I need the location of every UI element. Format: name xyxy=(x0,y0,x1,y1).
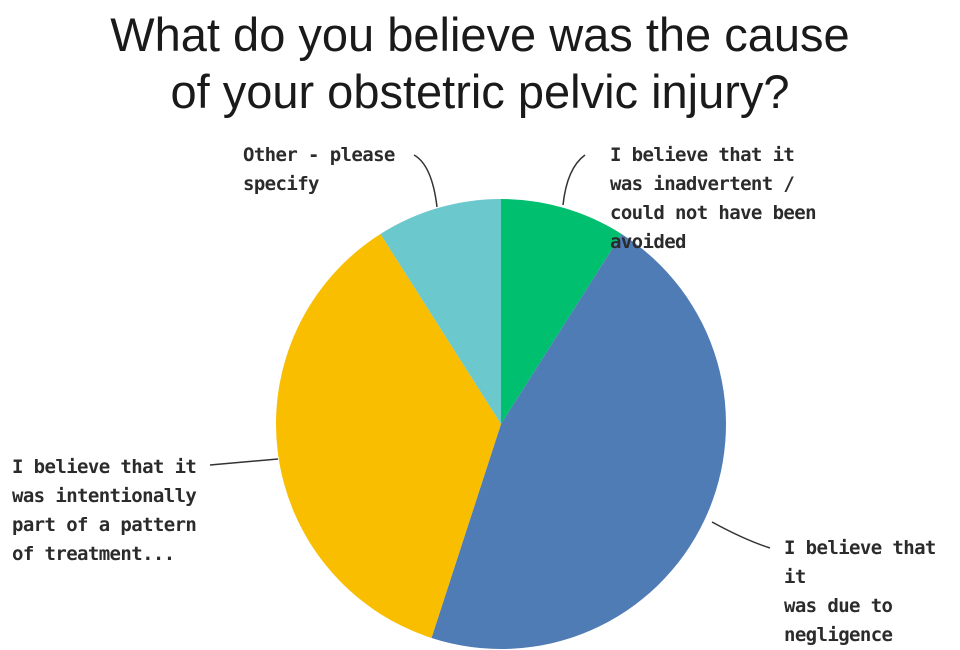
slice-negligence xyxy=(431,234,726,650)
chart-title: What do you believe was the cause of you… xyxy=(0,6,960,120)
label-other: Other - please specify xyxy=(243,144,395,195)
slice-intentional xyxy=(276,234,501,638)
leader-other xyxy=(413,154,438,208)
slice-other xyxy=(380,199,501,424)
label-inadvertent: I believe that it was inadvertent / coul… xyxy=(610,144,817,253)
leader-intentional xyxy=(209,458,279,466)
chart-title-line-1: What do you believe was the cause xyxy=(110,8,850,61)
leader-lines xyxy=(209,154,771,549)
leader-inadvertent xyxy=(562,154,586,206)
label-intentional: I believe that it was intentionally part… xyxy=(12,456,197,565)
pie-slices xyxy=(276,199,726,650)
label-negligence: I believe that it was due to negligence xyxy=(784,537,936,646)
slice-inadvertent xyxy=(501,199,622,424)
chart-title-line-2: of your obstetric pelvic injury? xyxy=(170,65,790,118)
leader-negligence xyxy=(711,521,771,549)
